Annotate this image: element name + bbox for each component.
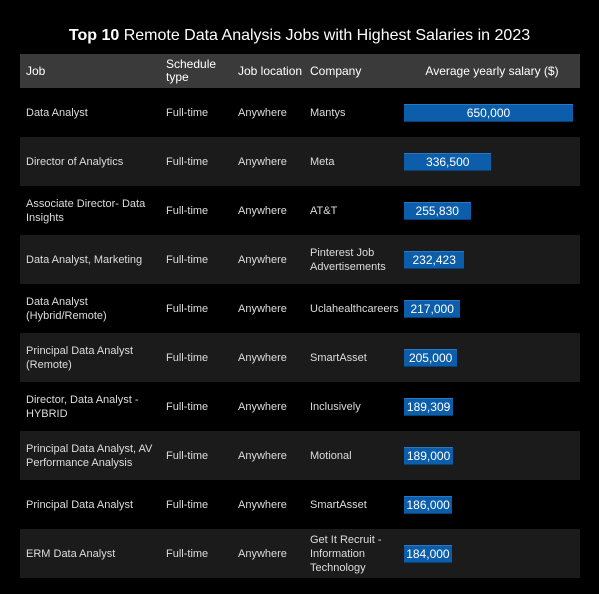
salary-bar <box>404 447 454 465</box>
schedule-cell: Full-time <box>166 498 209 511</box>
company-cell: Uclahealthcareers <box>310 302 399 315</box>
schedule-cell: Full-time <box>166 302 209 315</box>
job-cell: Data Analyst <box>26 106 88 119</box>
job-cell: Data Analyst (Hybrid/Remote) <box>26 295 107 322</box>
schedule-cell: Full-time <box>166 204 209 217</box>
job-cell: Director, Data Analyst - HYBRID <box>26 393 139 420</box>
salary-cell: 255,830 <box>404 186 576 235</box>
job-cell: Principal Data Analyst <box>26 498 133 511</box>
job-cell: Associate Director- Data Insights <box>26 197 146 224</box>
salary-label: 650,000 <box>466 106 511 120</box>
company-cell: AT&T <box>310 204 338 217</box>
schedule-cell: Full-time <box>166 400 209 413</box>
salary-bar <box>404 545 452 563</box>
company-cell: SmartAsset <box>310 498 367 511</box>
schedule-cell: Full-time <box>166 155 209 168</box>
salary-label: 189,000 <box>406 449 451 463</box>
company-cell: Inclusively <box>310 400 361 413</box>
location-cell: Anywhere <box>238 498 287 511</box>
company-cell: Meta <box>310 155 335 168</box>
company-cell: SmartAsset <box>310 351 367 364</box>
salary-cell: 189,000 <box>404 431 576 480</box>
schedule-cell: Full-time <box>166 449 209 462</box>
schedule-cell: Full-time <box>166 351 209 364</box>
salary-label: 205,000 <box>408 351 453 365</box>
salary-label: 336,500 <box>426 155 470 169</box>
salary-bar <box>404 349 458 367</box>
table-row: Data Analyst (Hybrid/Remote) Full-time Any… <box>20 284 580 333</box>
schedule-cell: Full-time <box>166 253 209 266</box>
table-row: Director of Analytics Full-time Anywhere Me… <box>20 137 580 186</box>
schedule-cell: Full-time <box>166 547 209 560</box>
company-cell: Mantys <box>310 106 346 119</box>
company-cell: Pinterest Job Advertisements <box>310 246 386 273</box>
salary-cell: 232,423 <box>404 235 576 284</box>
salary-label: 186,000 <box>406 498 450 512</box>
salary-cell: 184,000 <box>404 529 576 578</box>
location-cell: Anywhere <box>238 155 287 168</box>
job-cell: Director of Analytics <box>26 155 124 168</box>
location-cell: Anywhere <box>238 351 287 364</box>
location-cell: Anywhere <box>238 400 287 413</box>
table-header: Job Schedule type Job location Company A… <box>20 54 580 88</box>
location-cell: Anywhere <box>238 547 287 560</box>
table-row: Associate Director- Data Insights Full-ti… <box>20 186 580 235</box>
table-body: Data Analyst Full-time Anywhere Mantys 650,0… <box>20 88 580 578</box>
location-cell: Anywhere <box>238 106 287 119</box>
header-location: Job location <box>238 63 303 78</box>
location-cell: Anywhere <box>238 449 287 462</box>
location-cell: Anywhere <box>238 253 287 266</box>
chart-title-rest: Remote Data Analysis Jobs with Highest S… <box>123 27 531 44</box>
salary-label: 232,423 <box>412 253 456 267</box>
salary-bar <box>404 300 461 318</box>
location-cell: Anywhere <box>238 302 287 315</box>
job-cell: Principal Data Analyst (Remote) <box>26 344 133 371</box>
table-row: Data Analyst Full-time Anywhere Mantys 650,0… <box>20 88 580 137</box>
table-row: Principal Data Analyst, AV Performance A… <box>20 431 580 480</box>
company-cell: Motional <box>310 449 352 462</box>
salary-label: 255,830 <box>415 204 459 218</box>
header-salary: Average yearly salary ($) <box>425 63 559 78</box>
salary-bar <box>404 104 573 122</box>
table-row: Director, Data Analyst - HYBRID Full-time… <box>20 382 580 431</box>
header-schedule: Schedule type <box>166 57 217 84</box>
salary-bar <box>404 496 453 514</box>
table-row: ERM Data Analyst Full-time Anywhere Get It … <box>20 529 580 578</box>
header-company: Company <box>310 63 362 78</box>
salary-bar <box>404 202 471 220</box>
location-cell: Anywhere <box>238 204 287 217</box>
salary-cell: 189,309 <box>404 382 576 431</box>
salary-table: Job Schedule type Job location Company A… <box>20 54 580 578</box>
salary-bar <box>404 153 492 171</box>
salary-label: 184,000 <box>406 547 450 561</box>
salary-cell: 217,000 <box>404 284 576 333</box>
job-cell: Principal Data Analyst, AV Performance A… <box>26 442 153 469</box>
company-cell: Get It Recruit - Information Technology <box>310 533 382 574</box>
salary-bar <box>404 398 454 416</box>
chart-title-bold: Top 10 <box>68 27 120 44</box>
salary-bar <box>404 251 465 269</box>
table-row: Principal Data Analyst Full-time Anywhere S… <box>20 480 580 529</box>
salary-cell: 336,500 <box>404 137 576 186</box>
salary-cell: 650,000 <box>404 88 576 137</box>
header-job: Job <box>26 63 46 78</box>
salary-cell: 186,000 <box>404 480 576 529</box>
table-row: Data Analyst, Marketing Full-time Anywhere… <box>20 235 580 284</box>
job-cell: ERM Data Analyst <box>26 547 116 560</box>
schedule-cell: Full-time <box>166 106 209 119</box>
salary-label: 217,000 <box>410 302 454 316</box>
salary-label: 189,309 <box>406 400 451 414</box>
job-cell: Data Analyst, Marketing <box>26 253 143 266</box>
chart-title: Top 10 Remote Data Analysis Jobs with Hi… <box>0 26 599 46</box>
salary-cell: 205,000 <box>404 333 576 382</box>
table-row: Principal Data Analyst (Remote) Full-time… <box>20 333 580 382</box>
